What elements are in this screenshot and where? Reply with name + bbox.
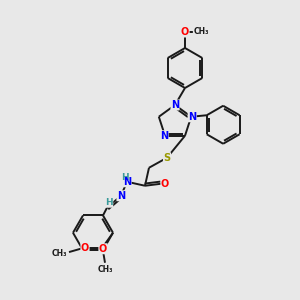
Text: N: N — [117, 191, 125, 201]
Text: N: N — [160, 131, 168, 141]
Text: N: N — [188, 112, 196, 122]
Text: CH₃: CH₃ — [52, 249, 67, 258]
Text: H: H — [121, 173, 129, 182]
Text: N: N — [123, 177, 131, 187]
Text: O: O — [181, 27, 189, 37]
Text: N: N — [117, 191, 125, 201]
Text: O: O — [161, 179, 169, 189]
Text: N: N — [171, 100, 179, 110]
Text: O: O — [181, 27, 189, 37]
Text: H: H — [121, 173, 129, 182]
Text: CH₃: CH₃ — [97, 265, 113, 274]
Text: N: N — [123, 177, 131, 187]
Text: CH₃: CH₃ — [193, 28, 209, 37]
Text: S: S — [164, 153, 171, 163]
Text: H: H — [105, 198, 113, 207]
Text: O: O — [81, 243, 89, 253]
Text: O: O — [99, 244, 107, 254]
Text: N: N — [160, 131, 168, 141]
Text: S: S — [164, 153, 171, 163]
Text: CH₃: CH₃ — [193, 28, 209, 37]
Text: O: O — [99, 244, 107, 254]
Text: O: O — [161, 179, 169, 189]
Text: N: N — [171, 100, 179, 110]
Text: N: N — [188, 112, 196, 122]
Text: H: H — [105, 198, 113, 207]
Text: O: O — [81, 243, 89, 253]
